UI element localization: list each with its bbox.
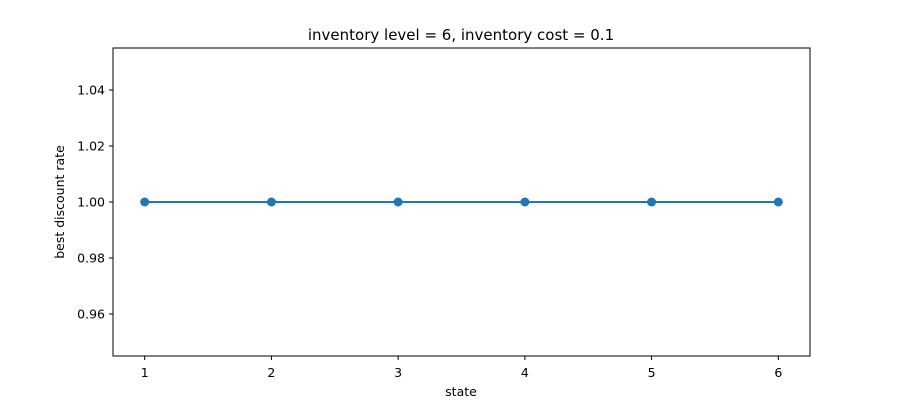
x-axis-label: state bbox=[445, 384, 477, 399]
data-point bbox=[647, 197, 657, 207]
x-tick-label: 6 bbox=[774, 365, 782, 380]
data-point bbox=[773, 197, 783, 207]
data-point bbox=[393, 197, 403, 207]
y-tick-label: 0.96 bbox=[77, 307, 105, 322]
y-tick-label: 0.98 bbox=[77, 251, 105, 266]
data-point bbox=[266, 197, 276, 207]
y-tick-label: 1.02 bbox=[77, 139, 105, 154]
x-axis-ticks: 1 2 3 4 5 6 bbox=[141, 356, 782, 380]
y-axis-ticks: 0.96 0.98 1.00 1.02 1.04 bbox=[77, 83, 113, 322]
x-tick-label: 1 bbox=[141, 365, 149, 380]
data-point bbox=[140, 197, 150, 207]
x-tick-label: 4 bbox=[521, 365, 529, 380]
series-group bbox=[140, 197, 783, 207]
x-tick-label: 2 bbox=[267, 365, 275, 380]
x-tick-label: 5 bbox=[648, 365, 656, 380]
y-tick-label: 1.00 bbox=[77, 195, 105, 210]
x-tick-label: 3 bbox=[394, 365, 402, 380]
data-point bbox=[520, 197, 530, 207]
y-tick-label: 1.04 bbox=[77, 83, 105, 98]
chart-title: inventory level = 6, inventory cost = 0.… bbox=[308, 26, 614, 44]
y-axis-label: best discount rate bbox=[52, 145, 67, 259]
